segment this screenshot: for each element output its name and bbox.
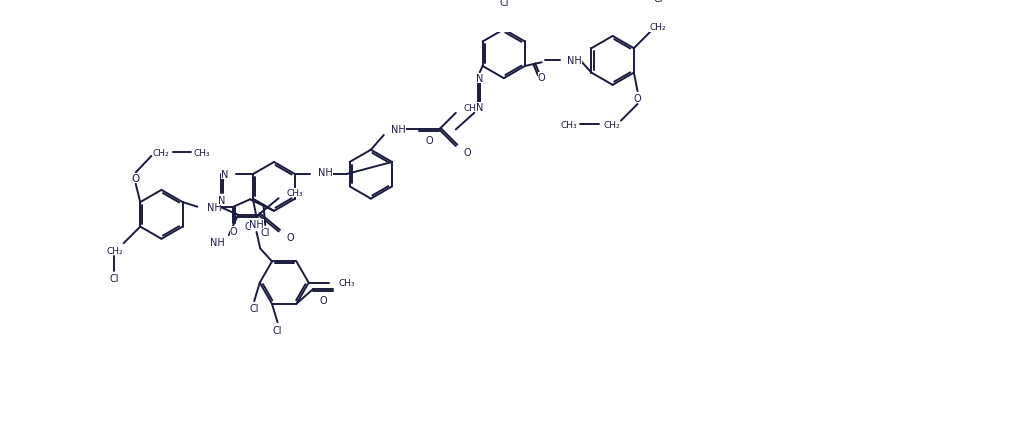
Text: Cl: Cl <box>653 0 663 4</box>
Text: O: O <box>538 73 545 83</box>
Text: CH₃: CH₃ <box>286 189 303 197</box>
Text: Cl: Cl <box>260 228 270 238</box>
Text: O: O <box>132 174 140 184</box>
Text: NH: NH <box>318 168 333 178</box>
Text: NH: NH <box>249 220 263 230</box>
Text: O: O <box>425 136 433 146</box>
Text: Cl: Cl <box>110 273 119 283</box>
Text: N: N <box>221 170 228 180</box>
Text: N: N <box>218 196 225 206</box>
Text: NH: NH <box>207 202 221 212</box>
Text: O: O <box>229 226 238 236</box>
Text: NH: NH <box>391 125 405 135</box>
Text: CH₃: CH₃ <box>339 279 355 287</box>
Text: CH₃: CH₃ <box>193 148 210 158</box>
Text: O: O <box>245 221 252 231</box>
Text: NH: NH <box>567 56 582 66</box>
Text: CH₂: CH₂ <box>649 23 666 31</box>
Text: N: N <box>476 103 484 113</box>
Text: CH₃: CH₃ <box>561 121 577 129</box>
Text: Cl: Cl <box>499 0 508 7</box>
Text: O: O <box>463 147 471 157</box>
Text: CH₂: CH₂ <box>152 148 169 158</box>
Text: O: O <box>634 94 641 104</box>
Text: CH₂: CH₂ <box>106 247 122 256</box>
Text: O: O <box>286 232 293 242</box>
Text: CH₃: CH₃ <box>463 104 480 112</box>
Text: Cl: Cl <box>249 304 259 314</box>
Text: CH₂: CH₂ <box>603 121 620 129</box>
Text: O: O <box>319 296 327 306</box>
Text: NH: NH <box>210 238 225 248</box>
Text: N: N <box>476 73 484 83</box>
Text: Cl: Cl <box>273 325 282 335</box>
